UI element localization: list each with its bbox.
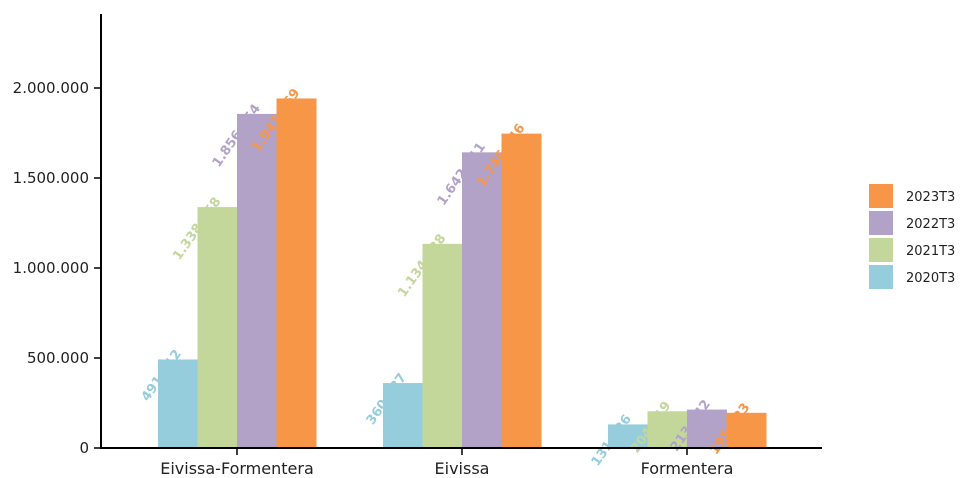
legend-swatch-2020T3 (869, 265, 893, 289)
legend-swatch-2021T3 (869, 238, 893, 262)
y-tick-label: 2.000.000 (13, 79, 89, 97)
x-categories-group: Eivissa-Formentera Eivissa Formentera (160, 448, 733, 478)
bar-2020T3-1 (383, 383, 423, 448)
bar-2020T3-0 (158, 359, 198, 448)
bar-2022T3-2 (687, 409, 727, 448)
bar-2020T3-2 (608, 424, 648, 448)
bar-2023T3-2 (726, 412, 767, 448)
legend-label: 2022T3 (906, 217, 955, 232)
bar-2021T3-0 (197, 207, 238, 448)
x-category-label: Eivissa (435, 459, 490, 478)
y-tick-label: 0 (79, 439, 89, 457)
x-category-label: Eivissa-Formentera (160, 459, 314, 478)
legend-swatch-2022T3 (869, 211, 893, 235)
x-category-label: Formentera (641, 459, 734, 478)
bars-group (158, 98, 767, 449)
y-ticks-group: 0 500.000 1.000.000 1.500.000 2.000.000 (13, 79, 101, 457)
legend-label: 2023T3 (906, 190, 955, 205)
bar-2022T3-0 (237, 113, 277, 448)
legend: 2023T3 2022T3 2021T3 2020T3 (869, 184, 955, 289)
bar-2023T3-1 (501, 133, 542, 449)
legend-label: 2020T3 (906, 271, 955, 286)
bar-2021T3-2 (647, 411, 688, 448)
bar-2021T3-1 (422, 243, 463, 448)
axes-group (100, 14, 822, 449)
bar-2023T3-0 (276, 98, 317, 449)
y-tick-label: 1.500.000 (13, 169, 89, 187)
bar-2022T3-1 (462, 152, 502, 448)
y-tick-label: 500.000 (27, 349, 89, 367)
legend-swatch-2023T3 (869, 184, 893, 208)
legend-label: 2021T3 (906, 244, 955, 259)
y-tick-label: 1.000.000 (13, 259, 89, 277)
